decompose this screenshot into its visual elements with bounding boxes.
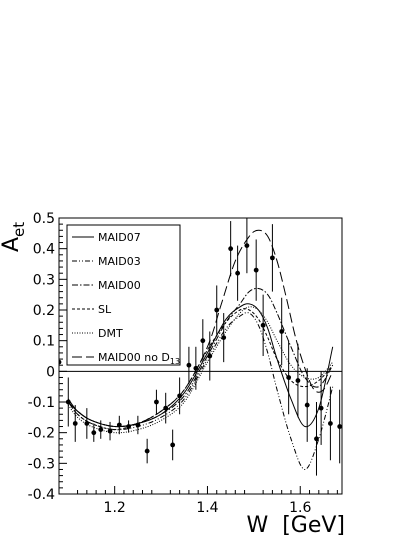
data-point-33 (318, 405, 324, 411)
data-point-32 (314, 436, 319, 442)
y-tick-label-2: -0.3 (28, 456, 55, 472)
data-point-15 (177, 393, 183, 399)
data-point-7 (107, 428, 113, 434)
clipped-plot (59, 218, 342, 476)
data-point-26 (260, 322, 266, 328)
data-point-19 (207, 353, 213, 359)
data-point-25 (253, 267, 259, 273)
data-point-34 (328, 421, 333, 426)
y-axis-label-main: A (0, 237, 24, 252)
y-axis-label: Aet (0, 222, 28, 252)
data-point-35 (337, 424, 342, 429)
data-point-13 (163, 405, 169, 411)
data-point-9 (126, 424, 131, 429)
legend-label-5: DMT (98, 327, 123, 340)
data-point-29 (286, 375, 292, 380)
legend-label-1: MAID07 (98, 231, 141, 244)
x-tick-label-1: 1.2 (104, 500, 126, 516)
legend: MAID07 MAID03 MAID00 SL DMT MAID00 no D13 (66, 224, 181, 366)
legend-box (66, 224, 181, 366)
data-point-10 (135, 422, 141, 428)
data-point-4 (84, 421, 90, 426)
data-point-12 (154, 399, 159, 405)
data-point-8 (116, 422, 122, 428)
plot-frame (58, 217, 343, 495)
plot-content (59, 218, 342, 476)
data-point-3 (72, 421, 78, 426)
data-point-2 (65, 399, 71, 405)
data-point-27 (270, 255, 275, 261)
y-axis-label-sub: et (10, 222, 28, 237)
data-point-1 (59, 359, 62, 365)
y-tick-label-10: 0.5 (33, 211, 55, 227)
data-point-21 (221, 335, 227, 340)
data-point-5 (91, 430, 97, 436)
y-tick-label-6: 0.1 (33, 334, 55, 350)
data-point-28 (279, 329, 285, 334)
y-tick-label-8: 0.3 (33, 272, 55, 288)
x-tick-label-2: 1.4 (196, 500, 218, 516)
data-point-14 (170, 442, 176, 448)
data-point-11 (144, 448, 150, 454)
data-point-20 (214, 307, 220, 313)
legend-label-4: SL (98, 303, 112, 316)
y-tick-label-1: -0.4 (28, 487, 55, 503)
data-point-6 (98, 427, 104, 432)
y-tick-label-9: 0.4 (33, 242, 55, 258)
data-point-31 (304, 402, 310, 408)
series-line-2 (67, 312, 334, 470)
data-point-17 (193, 365, 199, 371)
legend-label-2: MAID03 (98, 255, 141, 268)
data-point-30 (295, 378, 301, 383)
data-point-24 (244, 243, 250, 249)
y-tick-label-5: 0 (46, 364, 55, 380)
y-tick-label-7: 0.2 (33, 303, 55, 319)
data-point-22 (228, 246, 234, 252)
data-point-23 (235, 270, 241, 276)
x-tick-label-3: 1.6 (289, 500, 311, 516)
series-line-4 (67, 308, 334, 431)
y-tick-label-3: -0.2 (28, 426, 55, 442)
data-point-18 (200, 338, 206, 344)
legend-label-3: MAID00 (98, 279, 141, 292)
legend-label-6: MAID00 no D13 (98, 351, 180, 366)
axes: -0.4 -0.3 -0.2 -0.1 0 0.1 0.2 0.3 0.4 0.5 1.2 1.4 1.… (28, 211, 343, 516)
x-axis-label: W [GeV] (246, 513, 345, 537)
y-tick-label-4: -0.1 (28, 395, 55, 411)
data-point-16 (186, 362, 192, 368)
